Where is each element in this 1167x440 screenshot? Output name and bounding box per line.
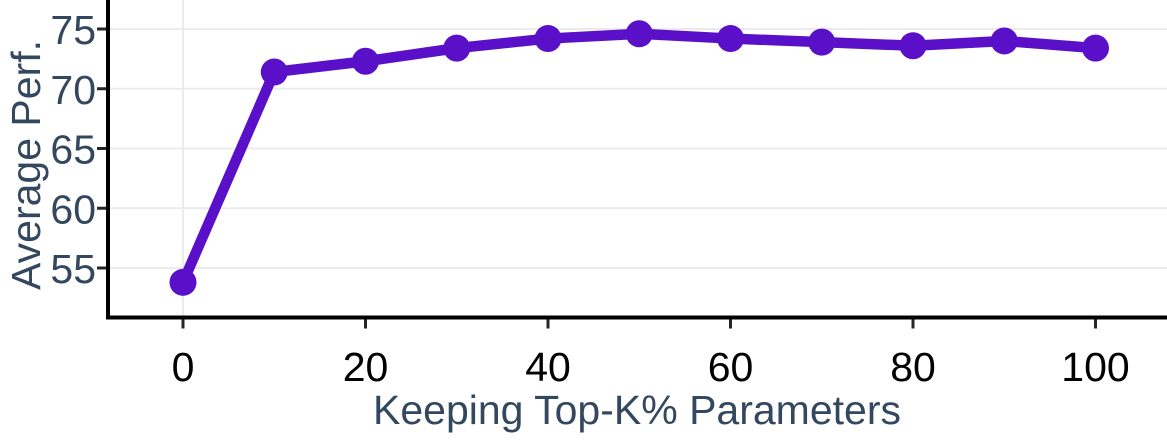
bottom-axis-spine	[106, 315, 1167, 320]
data-point-marker	[1082, 34, 1109, 62]
data-point-marker	[717, 25, 744, 53]
data-point-marker	[625, 20, 653, 48]
x-tick-label: 60	[708, 344, 754, 390]
data-point-marker	[169, 268, 197, 296]
y-tick-label: 65	[50, 127, 96, 173]
x-tick-label: 0	[172, 344, 195, 390]
x-tick-label: 20	[343, 344, 389, 390]
data-point-marker	[534, 25, 562, 53]
data-point-marker	[899, 32, 927, 60]
y-axis-label: Average Perf.	[3, 40, 49, 290]
y-tick-label: 75	[50, 7, 96, 53]
x-axis-label: Keeping Top-K% Parameters	[373, 387, 901, 433]
data-series-line	[169, 20, 1109, 296]
y-tick-label: 70	[50, 67, 96, 113]
data-point-marker	[990, 27, 1018, 55]
y-tick-label: 60	[50, 186, 96, 232]
x-tick-label: 100	[1061, 344, 1129, 390]
data-point-marker	[443, 34, 471, 62]
left-axis-spine	[106, 0, 110, 320]
axis-spines	[106, 0, 1167, 320]
series-line	[177, 28, 1101, 288]
data-point-marker	[352, 47, 379, 75]
x-tick-label: 80	[890, 344, 936, 390]
y-tick-label: 55	[50, 246, 96, 292]
data-point-marker	[260, 58, 288, 86]
data-point-marker	[808, 28, 836, 56]
tick-marks	[97, 27, 1097, 329]
tick-labels: 0 20 40 60 80 100 55 60 65 70 75	[50, 7, 1129, 390]
x-tick-label: 40	[525, 344, 571, 390]
